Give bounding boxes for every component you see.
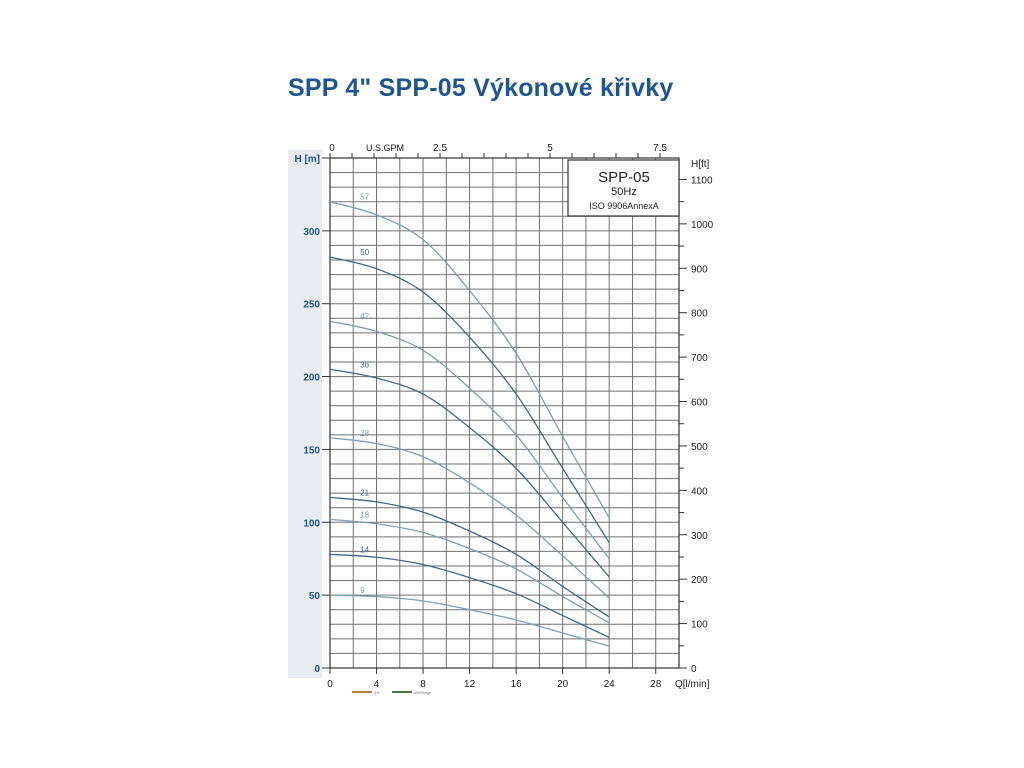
x-tick-label: 16 <box>511 679 523 690</box>
curve-label: 9 <box>360 586 365 595</box>
info-box <box>567 159 680 217</box>
page-title: SPP 4" SPP-05 Výkonové křivky <box>288 74 674 102</box>
curve-57 <box>329 201 610 519</box>
curve-42 <box>329 320 610 560</box>
y-tick-label: 200 <box>303 373 320 384</box>
legend-label: kW/Stage <box>414 690 432 695</box>
info-model: SPP-05 <box>598 169 650 186</box>
top-tick-label: 5 <box>547 143 553 154</box>
right-tick-label: 700 <box>691 353 708 364</box>
legend-label: η% <box>374 690 380 695</box>
curve-label: 18 <box>360 510 369 519</box>
curve-28 <box>329 437 610 599</box>
right-tick-label: 900 <box>691 264 708 275</box>
curve-label: 42 <box>360 312 369 321</box>
top-axis-label: U.S.GPM <box>366 143 404 153</box>
curve-label: 21 <box>360 489 369 498</box>
curve-18 <box>329 518 610 624</box>
y-axis-label: H [m] <box>294 154 320 165</box>
right-tick-label: 400 <box>691 486 708 497</box>
x-tick-label: 12 <box>464 679 476 690</box>
right-tick-label: 300 <box>691 531 708 542</box>
right-axis-label: H[ft] <box>691 159 710 170</box>
top-tick-label: 2.5 <box>433 143 447 154</box>
y-tick-label: 0 <box>314 664 320 675</box>
right-tick-label: 1100 <box>691 175 713 186</box>
right-tick-label: 0 <box>691 664 697 675</box>
right-tick-label: 100 <box>691 620 708 631</box>
plot-frame <box>329 157 680 669</box>
y-tick-label: 50 <box>309 591 321 602</box>
curve-label: 50 <box>360 248 369 257</box>
curve-14 <box>329 553 610 638</box>
curve-36 <box>329 368 610 578</box>
curve-9 <box>329 594 610 647</box>
curve-21 <box>329 496 610 618</box>
curve-label: 36 <box>360 360 369 369</box>
x-tick-label: 24 <box>604 679 616 690</box>
left-axis-band <box>288 150 322 678</box>
y-tick-label: 100 <box>303 518 320 529</box>
x-tick-label: 8 <box>420 679 426 690</box>
right-tick-label: 600 <box>691 398 708 409</box>
curve-label: 14 <box>360 545 369 554</box>
x-tick-label: 4 <box>374 679 380 690</box>
info-frequency: 50Hz <box>611 186 637 198</box>
right-tick-label: 500 <box>691 442 708 453</box>
x-tick-label: 0 <box>327 679 333 690</box>
right-tick-label: 200 <box>691 575 708 586</box>
info-standard: ISO 9906AnnexA <box>589 201 659 211</box>
right-tick-label: 1000 <box>691 220 714 231</box>
curve-label: 28 <box>360 429 369 438</box>
curve-50 <box>329 256 610 544</box>
x-axis-label: Q[l/min] <box>675 679 710 690</box>
y-tick-label: 150 <box>303 445 320 456</box>
x-tick-label: 28 <box>650 679 662 690</box>
x-tick-label: 20 <box>557 679 569 690</box>
right-tick-label: 800 <box>691 309 708 320</box>
y-tick-label: 300 <box>303 227 320 238</box>
top-tick-label: 0 <box>329 143 335 154</box>
top-tick-label: 7.5 <box>653 143 667 154</box>
curve-label: 57 <box>360 193 369 202</box>
y-tick-label: 250 <box>303 300 320 311</box>
